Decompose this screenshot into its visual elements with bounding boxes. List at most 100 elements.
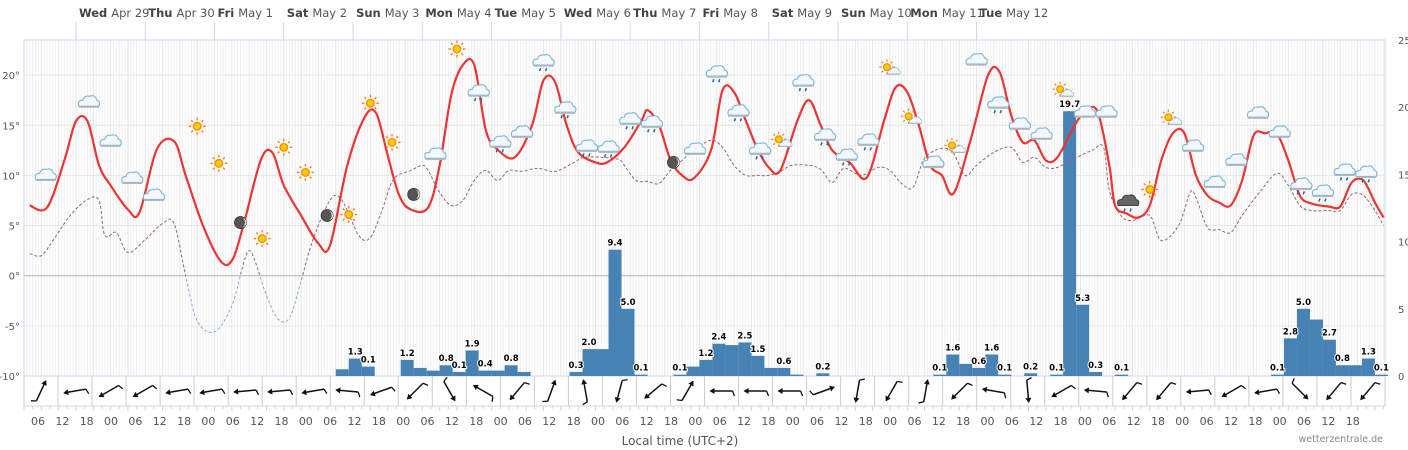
grid xyxy=(23,39,1386,377)
moon-icon xyxy=(233,216,247,230)
day-name: Tue xyxy=(495,6,522,20)
precip-bar xyxy=(439,365,453,376)
dewpoint-line-below-zero xyxy=(185,275,304,334)
precip-label: 19.7 xyxy=(1059,100,1080,110)
day-date: May 9 xyxy=(797,6,832,20)
x-tick-label: 06 xyxy=(518,415,532,428)
sun-icon xyxy=(382,133,402,152)
precip-bar xyxy=(361,366,375,376)
wind-arrow-icon xyxy=(472,384,494,402)
wind-arrow-icon xyxy=(981,386,1007,399)
cloud-icon xyxy=(1095,105,1118,119)
wind-arrow-icon xyxy=(1025,377,1032,403)
precip-label: 0.1 xyxy=(1049,364,1064,374)
wind-arrows xyxy=(23,376,1386,407)
precip-bar xyxy=(972,367,986,376)
precip-label: 0.4 xyxy=(478,360,493,370)
y-tick-left: 5° xyxy=(9,222,20,233)
precip-bar xyxy=(335,369,349,376)
day-date: May 4 xyxy=(457,6,492,20)
wind-arrow-icon xyxy=(443,376,456,402)
x-tick-label: 06 xyxy=(713,415,727,428)
day-label: Thu Apr 30 xyxy=(148,6,214,20)
x-tick-label: 00 xyxy=(591,415,605,428)
day-date: May 1 xyxy=(238,6,273,20)
day-name: Mon xyxy=(910,6,942,20)
precip-bar xyxy=(478,370,492,376)
x-tick-label: 00 xyxy=(1273,415,1287,428)
cloud-icon xyxy=(1268,125,1291,139)
precip-label: 0.1 xyxy=(672,364,687,374)
x-tick-label: 18 xyxy=(469,415,483,428)
wind-arrow-icon xyxy=(165,388,192,396)
precip-label: 1.3 xyxy=(348,348,363,358)
x-tick-label: 12 xyxy=(55,415,69,428)
y-tick-right: 20 xyxy=(1398,103,1408,114)
wind-arrow-icon xyxy=(951,382,973,400)
precip-bar xyxy=(764,367,778,376)
day-label: Fri May 8 xyxy=(702,6,758,20)
precip-bar xyxy=(1335,365,1349,376)
wind-arrow-icon xyxy=(644,383,667,399)
x-tick-label: 06 xyxy=(1102,415,1116,428)
precip-label: 0.8 xyxy=(1335,354,1350,364)
precip-label: 5.0 xyxy=(1296,298,1311,308)
day-label: Sun May 3 xyxy=(356,6,419,20)
wind-arrow-icon xyxy=(709,388,736,397)
wind-arrow-icon xyxy=(777,388,804,397)
moon-icon xyxy=(320,209,334,223)
x-tick-label: 18 xyxy=(1054,415,1068,428)
precip-label: 0.6 xyxy=(971,357,986,367)
y-tick-right: 10 xyxy=(1398,238,1408,249)
x-tick-label: 06 xyxy=(1005,415,1019,428)
day-name: Tue xyxy=(980,6,1007,20)
x-tick-label: 12 xyxy=(834,415,848,428)
wind-arrow-icon xyxy=(98,384,124,398)
x-tick-label: 18 xyxy=(372,415,386,428)
precip-bar xyxy=(712,343,726,376)
x-tick-label: 06 xyxy=(810,415,824,428)
day-date: May 10 xyxy=(870,6,912,20)
precip-label: 0.3 xyxy=(569,361,584,371)
wind-arrow-icon xyxy=(199,388,226,396)
x-tick-label: 12 xyxy=(1127,415,1141,428)
day-name: Wed xyxy=(79,6,111,20)
x-tick-label: 18 xyxy=(1151,415,1165,428)
day-name: Sat xyxy=(772,6,798,20)
wind-arrow-icon xyxy=(335,387,361,398)
precip-label: 5.0 xyxy=(620,298,635,308)
wind-arrow-icon xyxy=(1083,387,1109,398)
precip-label: 0.2 xyxy=(1023,362,1038,372)
precip-bar xyxy=(634,374,648,376)
x-tick-label: 00 xyxy=(104,415,118,428)
x-tick-label: 18 xyxy=(956,415,970,428)
precip-label: 2.7 xyxy=(1322,329,1337,339)
day-name: Fri xyxy=(702,6,723,20)
precip-label: 2.5 xyxy=(737,331,752,341)
day-name: Thu xyxy=(633,6,661,20)
source-credit[interactable]: wetterzentrale.de xyxy=(1299,434,1384,445)
x-tick-label: 00 xyxy=(1078,415,1092,428)
day-label: Sat May 2 xyxy=(287,6,347,20)
precip-bar xyxy=(1115,374,1129,376)
y-tick-left: 20° xyxy=(2,71,20,82)
precip-label: 0.1 xyxy=(1270,364,1285,374)
x-axis-title: Local time (UTC+2) xyxy=(622,434,739,448)
x-tick-label: 18 xyxy=(80,415,94,428)
x-tick-label: 18 xyxy=(567,415,581,428)
precip-bar xyxy=(1076,304,1090,376)
cloud-icon xyxy=(1225,153,1248,167)
day-name: Sat xyxy=(287,6,313,20)
precip-bar xyxy=(751,355,765,376)
precip-bar xyxy=(452,371,466,376)
x-tick-label: 18 xyxy=(1248,415,1262,428)
x-tick-label: 12 xyxy=(348,415,362,428)
day-name: Mon xyxy=(425,6,457,20)
day-label: Mon May 11 xyxy=(910,6,984,20)
precip-bar xyxy=(465,350,479,376)
precip-bar xyxy=(1361,358,1375,376)
day-label: Tue May 12 xyxy=(980,6,1049,20)
precip-label: 1.6 xyxy=(984,343,999,353)
